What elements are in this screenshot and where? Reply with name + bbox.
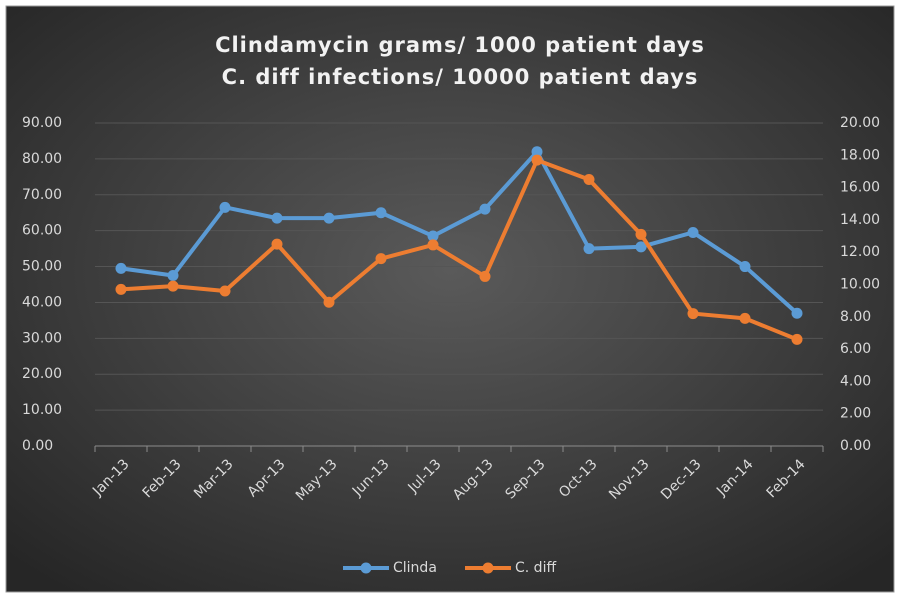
point bbox=[427, 230, 439, 242]
legend-marker bbox=[360, 562, 372, 574]
point bbox=[687, 226, 699, 238]
point bbox=[635, 241, 647, 253]
y-tick-label: 50.00 bbox=[22, 259, 62, 275]
point bbox=[739, 312, 751, 324]
y2-tick-label: 4.00 bbox=[840, 373, 871, 389]
point bbox=[479, 270, 491, 282]
point bbox=[219, 201, 231, 213]
y-tick-label: 90.00 bbox=[22, 115, 62, 131]
point bbox=[791, 307, 803, 319]
point bbox=[323, 212, 335, 224]
y-tick-label: 0.00 bbox=[22, 438, 53, 454]
y2-tick-label: 12.00 bbox=[840, 244, 880, 260]
legend-label: C. diff bbox=[515, 560, 556, 576]
chart-title: C. diff infections/ 10000 patient days bbox=[222, 65, 699, 89]
series-line bbox=[120, 158, 798, 342]
point bbox=[531, 146, 543, 158]
point bbox=[271, 212, 283, 224]
chart-title: Clindamycin grams/ 1000 patient days bbox=[215, 33, 705, 57]
point bbox=[531, 154, 543, 166]
series-line bbox=[120, 149, 799, 315]
point bbox=[375, 253, 387, 265]
y-tick-label: 70.00 bbox=[22, 187, 62, 203]
point bbox=[427, 239, 439, 251]
y2-tick-label: 14.00 bbox=[840, 212, 880, 228]
y2-tick-label: 10.00 bbox=[840, 277, 880, 293]
y-tick-label: 20.00 bbox=[22, 366, 62, 382]
y2-tick-label: 20.00 bbox=[840, 115, 880, 131]
background bbox=[5, 5, 895, 593]
y-tick-label: 60.00 bbox=[22, 223, 62, 239]
y-tick-label: 10.00 bbox=[22, 402, 62, 418]
point bbox=[583, 243, 595, 255]
y-tick-label: 80.00 bbox=[22, 151, 62, 167]
point bbox=[323, 296, 335, 308]
y2-tick-label: 18.00 bbox=[840, 147, 880, 163]
point bbox=[375, 207, 387, 219]
y-tick-label: 30.00 bbox=[22, 330, 62, 346]
point bbox=[167, 280, 179, 292]
legend-label: Clinda bbox=[393, 560, 437, 576]
point bbox=[167, 270, 179, 282]
point bbox=[219, 285, 231, 297]
y2-tick-label: 2.00 bbox=[840, 406, 871, 422]
y2-tick-label: 6.00 bbox=[840, 341, 871, 357]
point bbox=[115, 262, 127, 274]
point bbox=[583, 174, 595, 186]
y2-tick-label: 16.00 bbox=[840, 180, 880, 196]
point bbox=[635, 228, 647, 240]
point bbox=[271, 238, 283, 250]
y2-tick-label: 8.00 bbox=[840, 309, 871, 325]
y-tick-label: 40.00 bbox=[22, 294, 62, 310]
point bbox=[479, 203, 491, 215]
point bbox=[687, 308, 699, 320]
legend-marker bbox=[482, 562, 494, 574]
point bbox=[115, 283, 127, 295]
point bbox=[791, 333, 803, 345]
point bbox=[739, 261, 751, 273]
y2-tick-label: 0.00 bbox=[840, 438, 871, 454]
